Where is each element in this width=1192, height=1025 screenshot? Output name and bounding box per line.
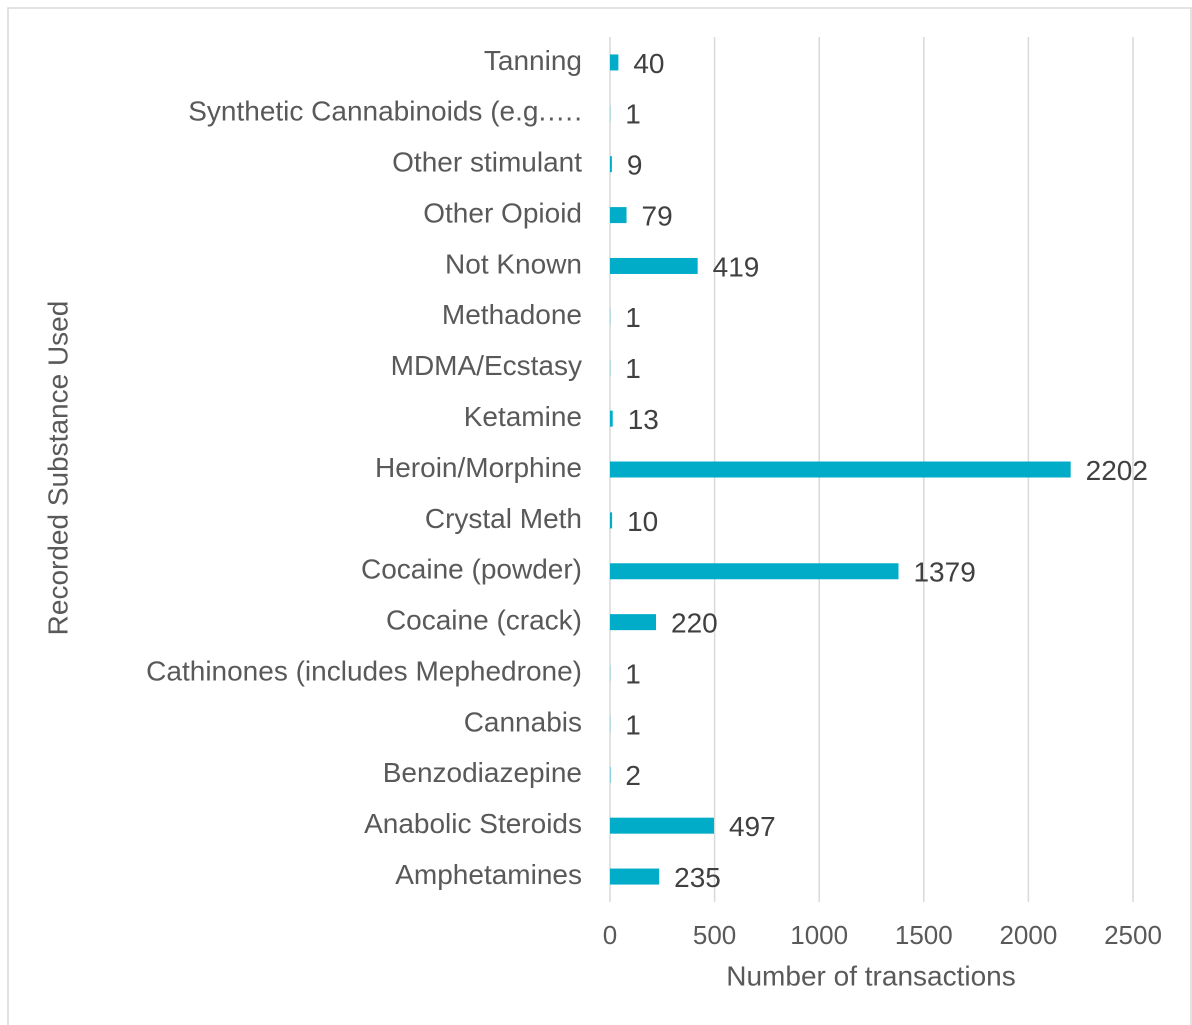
data-label: 1 [625, 302, 641, 333]
y-tick-label: Methadone [442, 299, 582, 330]
y-tick-label: Tanning [484, 45, 582, 76]
y-tick-label: Cocaine (crack) [386, 605, 582, 636]
y-tick-label: Other Opioid [423, 197, 582, 228]
y-tick-label: Cocaine (powder) [361, 554, 582, 585]
data-label: 1 [625, 658, 641, 689]
data-label: 1379 [913, 557, 975, 588]
x-tick-label: 2000 [999, 920, 1057, 950]
data-label: 1 [625, 99, 641, 130]
bar [610, 156, 612, 173]
y-tick-label: Amphetamines [395, 859, 582, 890]
bar [610, 512, 613, 529]
data-label: 13 [628, 404, 659, 435]
bar [610, 410, 613, 427]
bar [610, 54, 619, 71]
y-tick-label: Other stimulant [392, 147, 582, 178]
data-label: 1 [625, 709, 641, 740]
y-tick-label: Ketamine [464, 401, 582, 432]
data-label: 497 [729, 811, 776, 842]
x-tick-label: 0 [603, 920, 617, 950]
bar [610, 868, 660, 885]
x-tick-label: 1000 [790, 920, 848, 950]
y-tick-label: MDMA/Ecstasy [391, 350, 582, 381]
y-tick-label: Crystal Meth [425, 503, 582, 534]
x-tick-label: 1500 [895, 920, 953, 950]
bar [610, 817, 714, 834]
data-label: 235 [674, 862, 721, 893]
y-tick-label: Cannabis [464, 706, 582, 737]
bar [610, 207, 627, 224]
bar [610, 461, 1071, 478]
x-tick-label: 2500 [1104, 920, 1162, 950]
data-label: 10 [627, 506, 658, 537]
y-tick-label: Benzodiazepine [383, 757, 582, 788]
y-tick-label: Cathinones (includes Mephedrone) [146, 655, 582, 686]
y-tick-label: Heroin/Morphine [375, 452, 582, 483]
data-label: 220 [671, 608, 718, 639]
data-label: 79 [642, 200, 673, 231]
data-label: 1 [625, 353, 641, 384]
y-tick-label: Anabolic Steroids [364, 808, 582, 839]
bar [610, 614, 657, 631]
x-tick-label: 500 [693, 920, 736, 950]
data-label: 40 [633, 48, 664, 79]
chart-border [7, 7, 1192, 1025]
bar [610, 257, 698, 274]
y-axis-title: Recorded Substance Used [42, 301, 73, 636]
bar [610, 563, 899, 580]
x-axis-title: Number of transactions [726, 960, 1015, 991]
y-tick-label: Synthetic Cannabinoids (e.g.…. [188, 96, 582, 127]
data-label: 2 [625, 760, 641, 791]
y-tick-label: Not Known [445, 248, 582, 279]
data-label: 419 [713, 251, 760, 282]
data-label: 2202 [1086, 455, 1148, 486]
data-label: 9 [627, 150, 643, 181]
